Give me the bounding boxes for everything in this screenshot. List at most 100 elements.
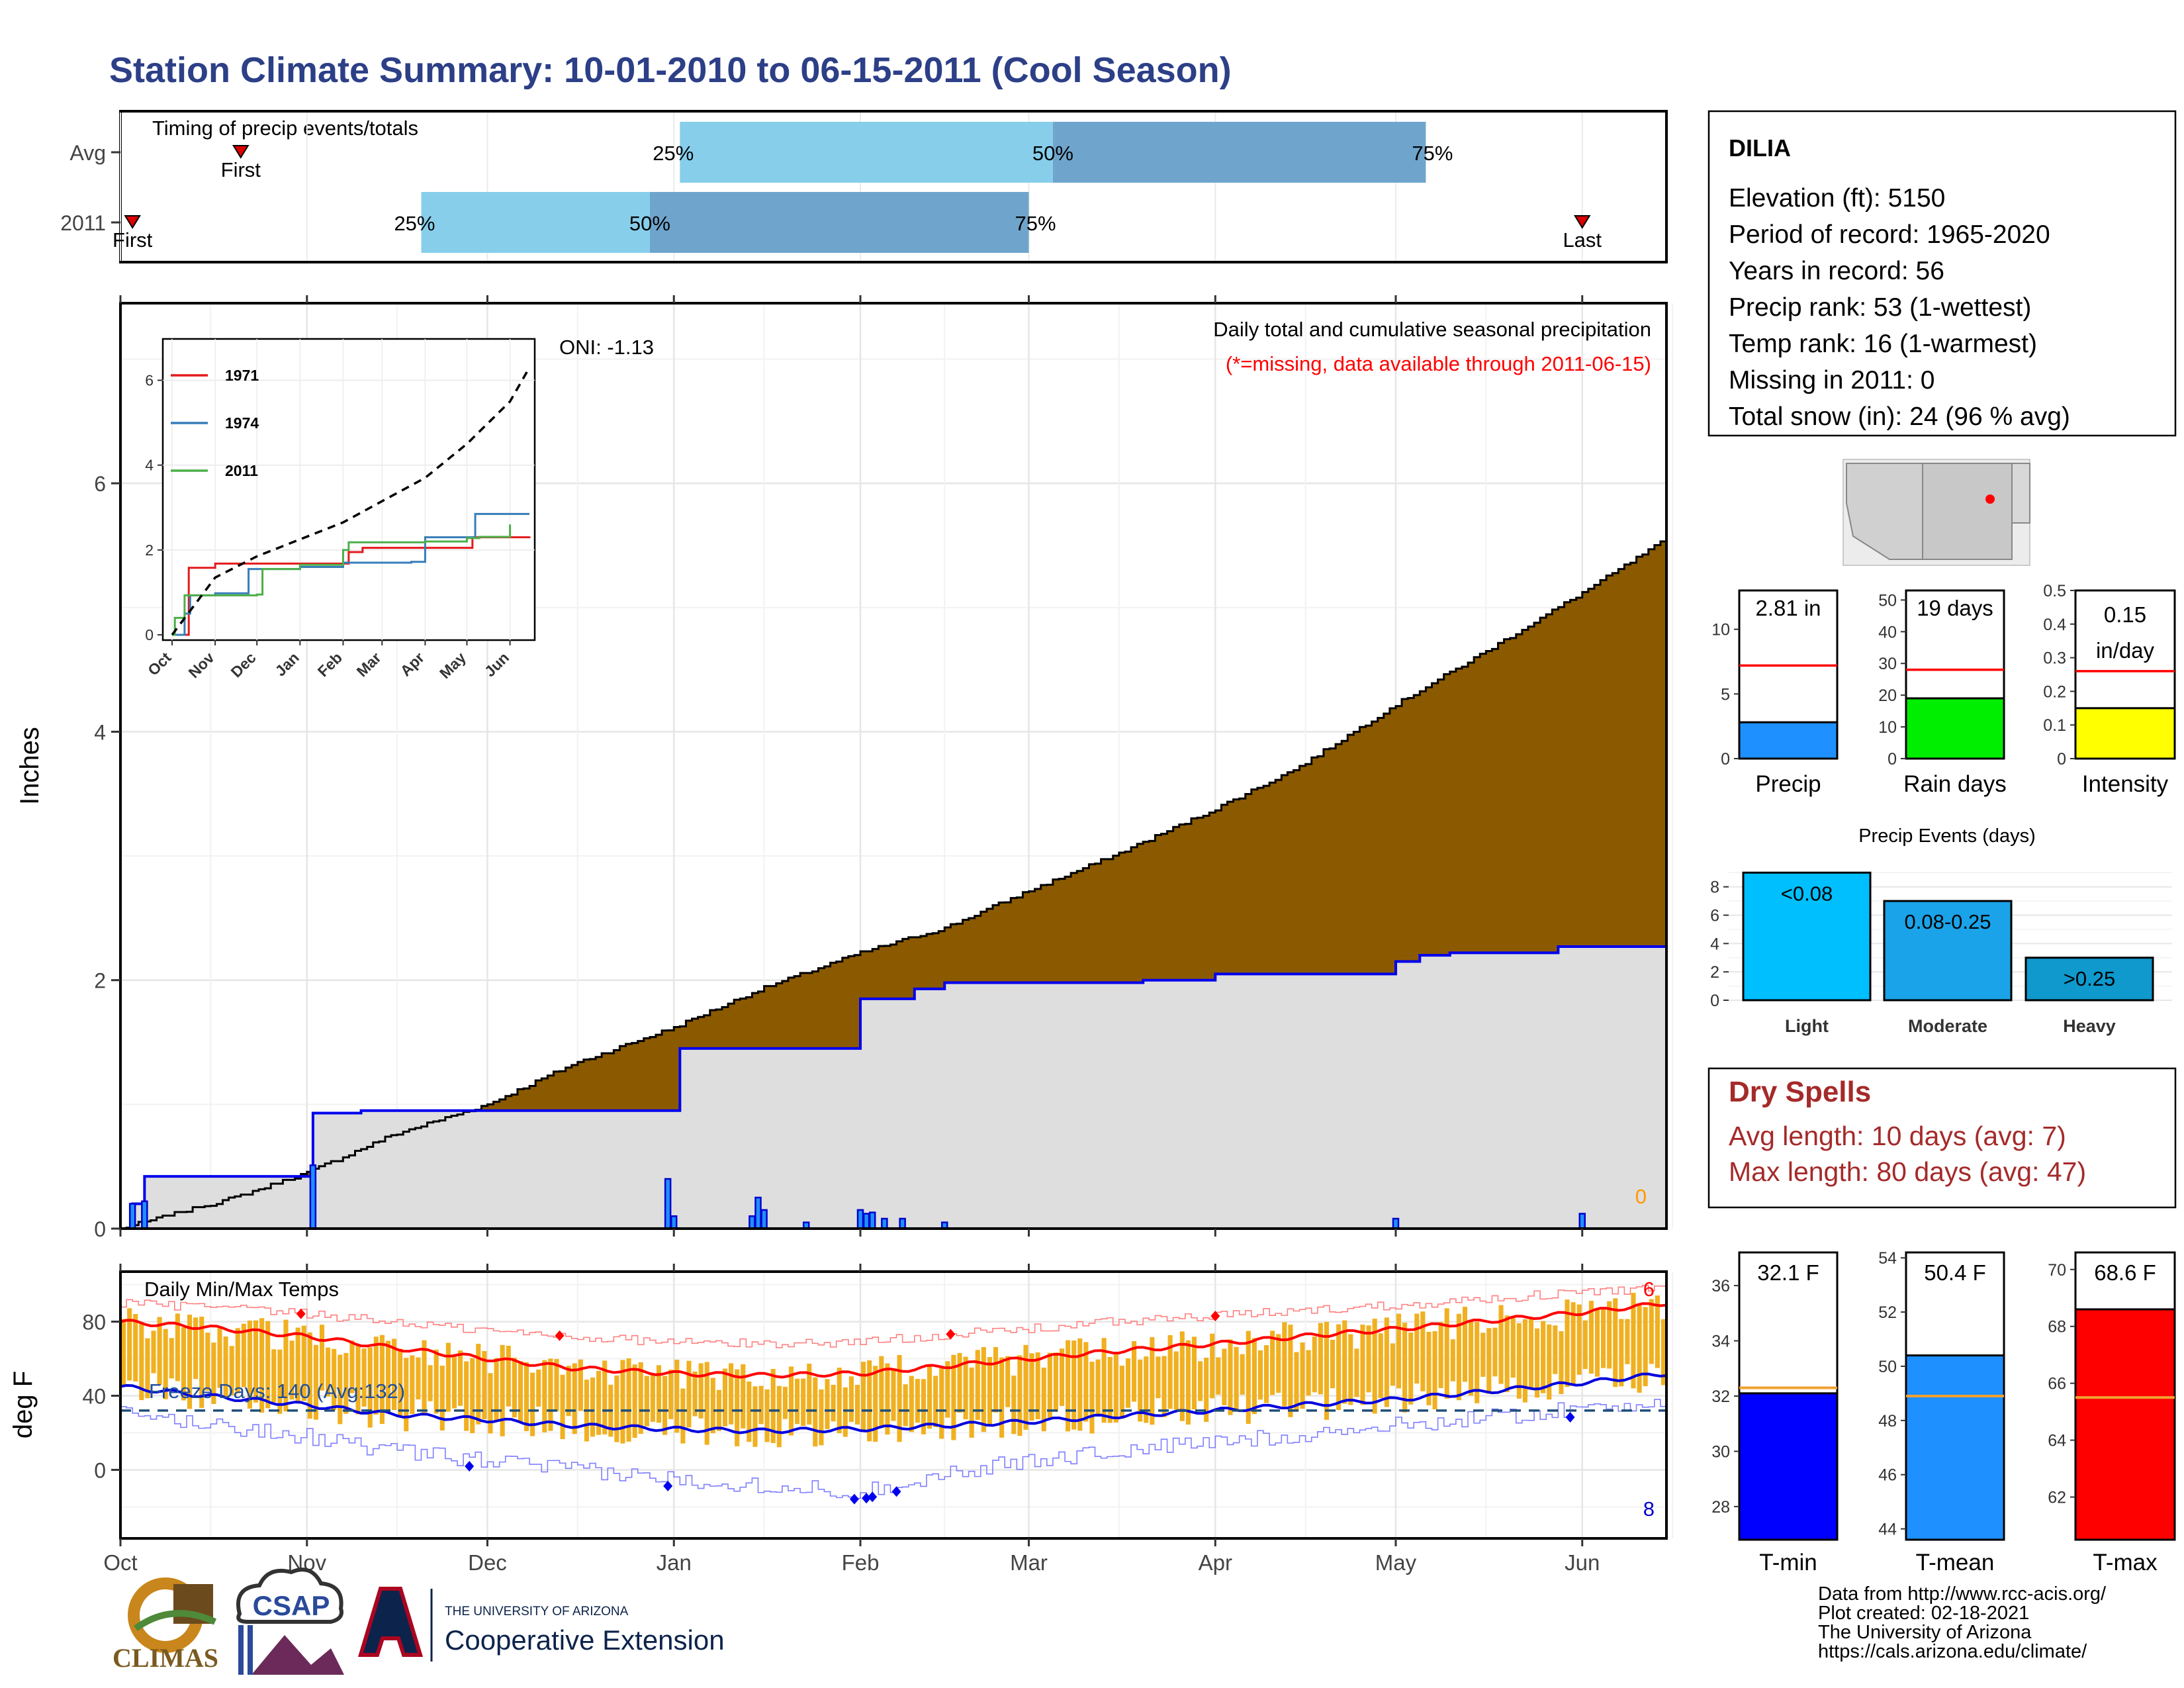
- precip-daily-bar: [754, 1196, 762, 1230]
- dry-spells-avg: Avg length: 10 days (avg: 7): [1729, 1121, 2066, 1151]
- credits: Data from http://www.rcc-acis.org/ Plot …: [1818, 1583, 2107, 1662]
- temp-daily-range-bar: [1420, 1311, 1426, 1391]
- temp-daily-range-bar: [307, 1332, 312, 1419]
- temp-frame: [119, 1270, 1668, 1540]
- temp-y-ticks: 0 40 80: [82, 1311, 120, 1482]
- temp-daily-range-bar: [181, 1327, 186, 1401]
- precip-departure-band: [1383, 713, 1390, 974]
- temp-daily-range-bar: [1251, 1338, 1257, 1415]
- tempbar-y-tick-label: 70: [2048, 1261, 2066, 1280]
- temp-daily-range-bar: [668, 1370, 674, 1419]
- tempbar-y-tick-label: 50: [1878, 1358, 1897, 1376]
- dry-spells-frame: [1707, 1067, 2177, 1209]
- temp-daily-range-bar: [1492, 1327, 1498, 1377]
- tempbar-y-tick-label: 32: [1711, 1387, 1730, 1406]
- tempbar-y-tick-label: 28: [1711, 1498, 1730, 1517]
- precip-departure-band: [1329, 748, 1336, 974]
- temp-daily-range-bar: [1318, 1323, 1323, 1395]
- temp-daily-range-bar: [939, 1368, 944, 1439]
- precip-departure-band: [559, 1071, 567, 1111]
- precip-departure-band: [1371, 722, 1379, 974]
- precip-departure-band: [1443, 674, 1451, 956]
- temp-daily-range-bar: [404, 1358, 409, 1432]
- temp-daily-range-bar: [439, 1366, 445, 1431]
- temp-daily-range-bar: [891, 1368, 896, 1421]
- temp-daily-range-bar: [1089, 1362, 1095, 1434]
- temp-label: Daily Min/Max Temps: [144, 1278, 339, 1301]
- precip-departure-band: [836, 961, 843, 1049]
- temp-daily-range-bar: [1119, 1366, 1124, 1419]
- precip-departure-band: [571, 1064, 578, 1111]
- temp-daily-range-bar: [1360, 1325, 1365, 1405]
- timing-bar-q25-q50: [680, 122, 1053, 183]
- timing-first-marker: [124, 215, 141, 229]
- temp-daily-range-bar: [1432, 1331, 1437, 1410]
- precip-departure-band: [1377, 718, 1385, 974]
- precip-departure-band: [565, 1067, 572, 1111]
- tempbar-y-tick-label: 54: [1878, 1249, 1897, 1268]
- minibar-x-label: Intensity: [2082, 771, 2169, 797]
- precip-departure-band: [764, 986, 771, 1049]
- temp-daily-range-bar: [1216, 1357, 1221, 1395]
- csap-logo-text: CSAP: [253, 1590, 330, 1621]
- precip-departure-band: [553, 1071, 561, 1111]
- temp-daily-range-bar: [873, 1366, 878, 1442]
- temp-daily-range-bar: [1234, 1346, 1239, 1411]
- temp-daily-range-bar: [1173, 1351, 1179, 1410]
- temp-daily-range-bar: [945, 1361, 950, 1418]
- precip-departure-band: [1017, 897, 1024, 983]
- temp-daily-range-bar: [175, 1313, 180, 1382]
- temp-daily-range-bar: [145, 1338, 150, 1399]
- precip-departure-band: [517, 1089, 524, 1111]
- temp-daily-range-bar: [542, 1360, 547, 1432]
- temp-daily-range-bar: [1222, 1348, 1227, 1405]
- credit-university: The University of Arizona: [1818, 1622, 2032, 1643]
- precip-departure-band: [1636, 557, 1643, 947]
- temp-daily-range-bar: [1330, 1339, 1336, 1389]
- temp-daily-range-bar: [133, 1314, 138, 1382]
- csap-bar-1: [238, 1625, 244, 1675]
- temp-daily-range-bar: [1059, 1348, 1065, 1406]
- precip-departure-band: [1245, 794, 1252, 974]
- temp-daily-range-bar: [752, 1386, 758, 1447]
- minibar-value-0: [1738, 721, 1839, 760]
- temp-daily-range-bar: [476, 1344, 481, 1425]
- precip-departure-band: [999, 902, 1005, 983]
- temp-daily-range-bar: [1107, 1356, 1113, 1423]
- events-y-tick-label: 6: [1710, 907, 1719, 925]
- temp-daily-range-bar: [338, 1354, 343, 1425]
- temp-daily-range-bar: [650, 1374, 655, 1422]
- temperature-summary-bars: 32.1 F 28 30 32 34 36 T-min 50.4 F 44 46 48 50 52 54 T…: [1711, 1249, 2176, 1575]
- precip-departure-band: [655, 1035, 662, 1111]
- precip-departure-band: [1468, 662, 1475, 953]
- minibar-value-label-line1: 0.15: [2104, 602, 2146, 627]
- temp-daily-range-bar: [1132, 1341, 1137, 1402]
- precip-departure-band: [1522, 630, 1529, 953]
- precip-departure-band: [1395, 706, 1402, 962]
- precip-departure-band: [1305, 764, 1312, 974]
- temp-daily-range-bar: [211, 1342, 216, 1404]
- temp-daily-range-bar: [1619, 1319, 1624, 1387]
- x-tick-label: May: [1375, 1550, 1417, 1575]
- precip-daily-bar: [309, 1164, 317, 1230]
- station-missing: Missing in 2011: 0: [1729, 366, 1934, 395]
- precip-departure-band: [986, 908, 993, 983]
- precip-departure-band: [1648, 549, 1655, 947]
- temp-daily-range-bar: [361, 1348, 367, 1407]
- temp-daily-range-bar: [139, 1322, 144, 1401]
- temp-daily-range-bar: [620, 1360, 625, 1444]
- precip-departure-band: [1606, 575, 1613, 947]
- precip-departure-band: [1124, 851, 1132, 983]
- temp-daily-range-bar: [121, 1319, 126, 1386]
- temp-daily-range-bar: [506, 1345, 511, 1407]
- climas-logo: CLIMAS: [113, 1577, 218, 1673]
- minibar-y-tick-label: 50: [1878, 591, 1897, 610]
- temp-daily-range-bar: [1354, 1348, 1359, 1397]
- temp-daily-range-bar: [729, 1363, 734, 1425]
- precip-daily-bar: [1578, 1213, 1586, 1230]
- precip-departure-band: [902, 939, 909, 999]
- precip-departure-band: [686, 1020, 693, 1049]
- precip-departure-band: [1118, 853, 1126, 983]
- temp-daily-range-bar: [1402, 1323, 1408, 1413]
